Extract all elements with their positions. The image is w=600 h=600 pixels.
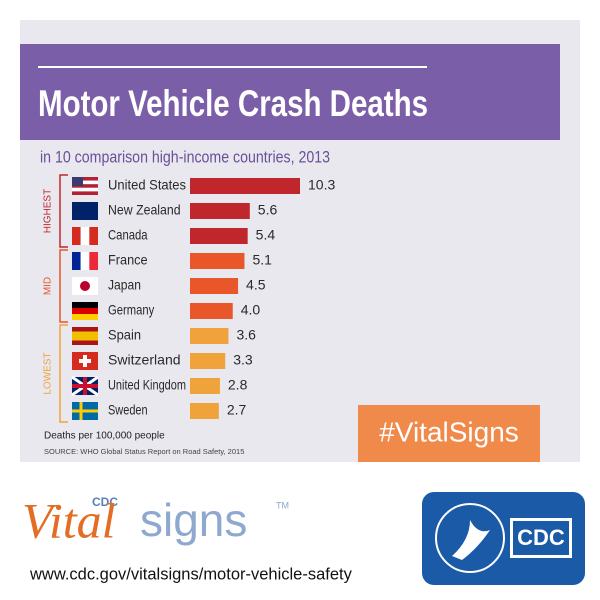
cdc-badge-text: CDC — [517, 525, 565, 550]
bar — [190, 353, 226, 369]
bar — [190, 253, 245, 269]
group-bracket — [59, 249, 68, 323]
value-label: 5.1 — [252, 252, 272, 268]
header-band — [20, 44, 560, 140]
value-label: 4.0 — [241, 302, 261, 318]
flag-stripe — [72, 331, 98, 336]
category-label: Germany — [108, 302, 154, 318]
category-label: Canada — [108, 227, 148, 243]
group-bracket — [59, 174, 68, 248]
logo-vital: Vital — [22, 492, 116, 548]
category-label: United Kingdom — [108, 377, 186, 393]
group-bracket — [59, 324, 68, 423]
flag-stripe — [80, 252, 90, 270]
flag-canton — [72, 177, 83, 186]
category-label: Sweden — [108, 402, 148, 418]
url: www.cdc.gov/vitalsigns/motor-vehicle-saf… — [29, 565, 353, 583]
bar — [190, 228, 248, 244]
hashtag-box — [358, 405, 540, 462]
flag-cross — [72, 402, 98, 420]
flag-stripe — [72, 180, 98, 185]
category-label: United States — [108, 177, 186, 193]
logo-cdc: CDC — [92, 495, 118, 509]
value-label: 3.3 — [233, 352, 253, 368]
flag-stripe — [89, 252, 98, 270]
flag-stripe — [72, 187, 98, 192]
flag-cross — [79, 355, 91, 367]
hashtag: #VitalSigns — [379, 416, 519, 447]
flag-stripe — [72, 252, 81, 270]
flag-stripe — [72, 177, 98, 181]
source: SOURCE: WHO Global Status Report on Road… — [44, 447, 244, 456]
flag-stripe — [72, 184, 98, 188]
group-label: HIGHEST — [43, 189, 54, 233]
value-label: 2.7 — [227, 402, 247, 418]
chart-subtitle: in 10 comparison high-income countries, … — [40, 147, 330, 166]
group-label: MID — [43, 277, 54, 295]
category-label: Spain — [108, 327, 141, 343]
bar — [190, 328, 229, 344]
category-label: Japan — [108, 277, 141, 293]
axis-note: Deaths per 100,000 people — [44, 431, 165, 442]
flag-disc — [80, 281, 90, 291]
bar — [190, 278, 239, 294]
value-label: 5.4 — [256, 227, 276, 243]
chart-title: Motor Vehicle Crash Deaths — [38, 83, 428, 124]
category-label: New Zealand — [108, 202, 181, 218]
bar — [190, 378, 220, 394]
value-label: 2.8 — [228, 377, 248, 393]
flag-stripe — [72, 227, 81, 245]
group-label: LOWEST — [43, 352, 54, 394]
bar — [190, 403, 219, 419]
hhs-eagle — [452, 520, 490, 560]
flag-stripe — [80, 227, 90, 245]
flag-stripe — [89, 227, 98, 245]
flag-stripe — [72, 336, 98, 341]
category-label: France — [108, 252, 148, 268]
value-label: 10.3 — [308, 177, 335, 193]
flag-stripe — [72, 308, 98, 314]
flag-stripe — [72, 340, 98, 345]
value-label: 3.6 — [236, 327, 256, 343]
hhs-seal — [435, 503, 505, 573]
flag-stripe — [72, 302, 98, 308]
flag-stripe — [72, 314, 98, 320]
bar — [190, 303, 233, 319]
value-label: 4.5 — [246, 277, 266, 293]
flag-stripe — [72, 191, 98, 195]
category-label: Switzerland — [108, 352, 181, 368]
logo-tm: TM — [276, 500, 289, 510]
bar — [190, 203, 250, 219]
flag-stripe — [72, 327, 98, 332]
flag-cross — [72, 377, 98, 395]
logo-signs: signs — [140, 494, 247, 546]
flag-canton — [72, 202, 83, 211]
cdc-box-inner — [513, 521, 569, 555]
value-label: 5.6 — [258, 202, 278, 218]
bar — [190, 178, 300, 194]
